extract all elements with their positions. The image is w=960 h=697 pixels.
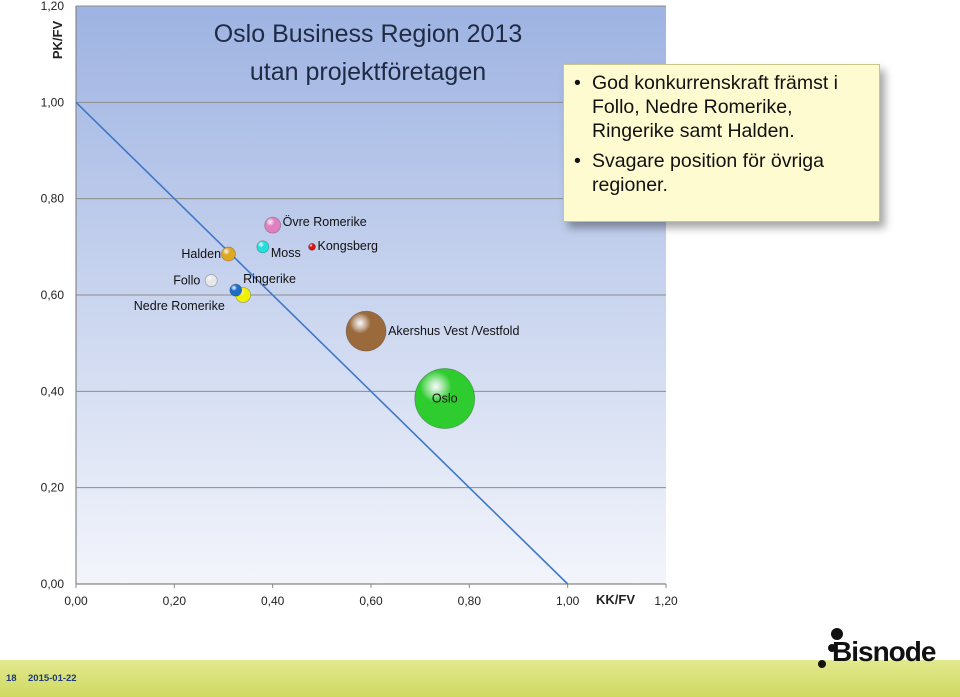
chart-subtitle: utan projektföretagen xyxy=(250,58,486,86)
data-points xyxy=(204,216,476,429)
bubble-point xyxy=(229,283,243,297)
y-tick-label: 0,60 xyxy=(41,288,65,302)
bisnode-logo-dots-icon xyxy=(818,628,843,668)
bisnode-logo: Bisnode xyxy=(832,636,936,667)
bubble-label: Halden xyxy=(181,247,221,261)
y-tick-label: 0,20 xyxy=(41,481,65,495)
y-axis-title: PK/FV xyxy=(50,21,65,60)
y-tick-label: 1,20 xyxy=(41,0,65,13)
summary-callout: God konkurrenskraft främst i Follo, Nedr… xyxy=(563,64,880,222)
bubble-point xyxy=(308,242,316,251)
bubble-point xyxy=(204,274,218,287)
x-tick-label: 1,20 xyxy=(654,594,678,608)
y-tick-label: 1,00 xyxy=(41,95,65,109)
bubble-point xyxy=(414,368,476,429)
diagonal-reference-line xyxy=(75,101,569,585)
bubble-point xyxy=(221,246,236,262)
bubble-label: Övre Romerike xyxy=(283,215,367,229)
x-tick-label: 0,60 xyxy=(359,594,383,608)
x-tick-label: 0,00 xyxy=(64,594,88,608)
page-number: 18 xyxy=(6,673,17,684)
bubble-label: Follo xyxy=(173,274,200,288)
bubble-label: Oslo xyxy=(432,392,458,406)
chart-title: Oslo Business Region 2013 xyxy=(214,20,523,48)
bubble-point xyxy=(345,310,387,352)
x-axis-title: KK/FV xyxy=(596,592,635,607)
callout-bullet: God konkurrenskraft främst i Follo, Nedr… xyxy=(574,71,871,143)
bubble-label: Kongsberg xyxy=(318,239,379,253)
footer-date: 2015-01-22 xyxy=(28,673,77,684)
y-tick-label: 0,00 xyxy=(41,577,65,591)
x-tick-label: 0,80 xyxy=(458,594,482,608)
footer-bar xyxy=(0,660,960,697)
y-tick-label: 0,80 xyxy=(41,192,65,206)
tick-labels: 0,00 0,20 0,40 0,60 0,80 1,00 1,20 0,00 0,20 0,40… xyxy=(41,0,678,608)
callout-bullet: Svagare position för övriga regioner. xyxy=(574,149,871,197)
x-tick-label: 0,40 xyxy=(261,594,285,608)
bubble-label: Ringerike xyxy=(243,272,296,286)
bubble-label: Nedre Romerike xyxy=(134,299,225,313)
bubble-label: Akershus Vest /Vestfold xyxy=(388,324,519,338)
x-tick-label: 1,00 xyxy=(556,594,580,608)
bubble-point xyxy=(256,240,270,254)
reference-line xyxy=(75,101,569,585)
y-tick-label: 0,40 xyxy=(41,384,65,398)
x-tick-label: 0,20 xyxy=(163,594,187,608)
point-labels: Oslo Akershus Vest /Vestfold Övre Romerike… xyxy=(134,215,520,405)
bubble-label: Moss xyxy=(271,246,301,260)
bubble-point xyxy=(264,216,282,234)
